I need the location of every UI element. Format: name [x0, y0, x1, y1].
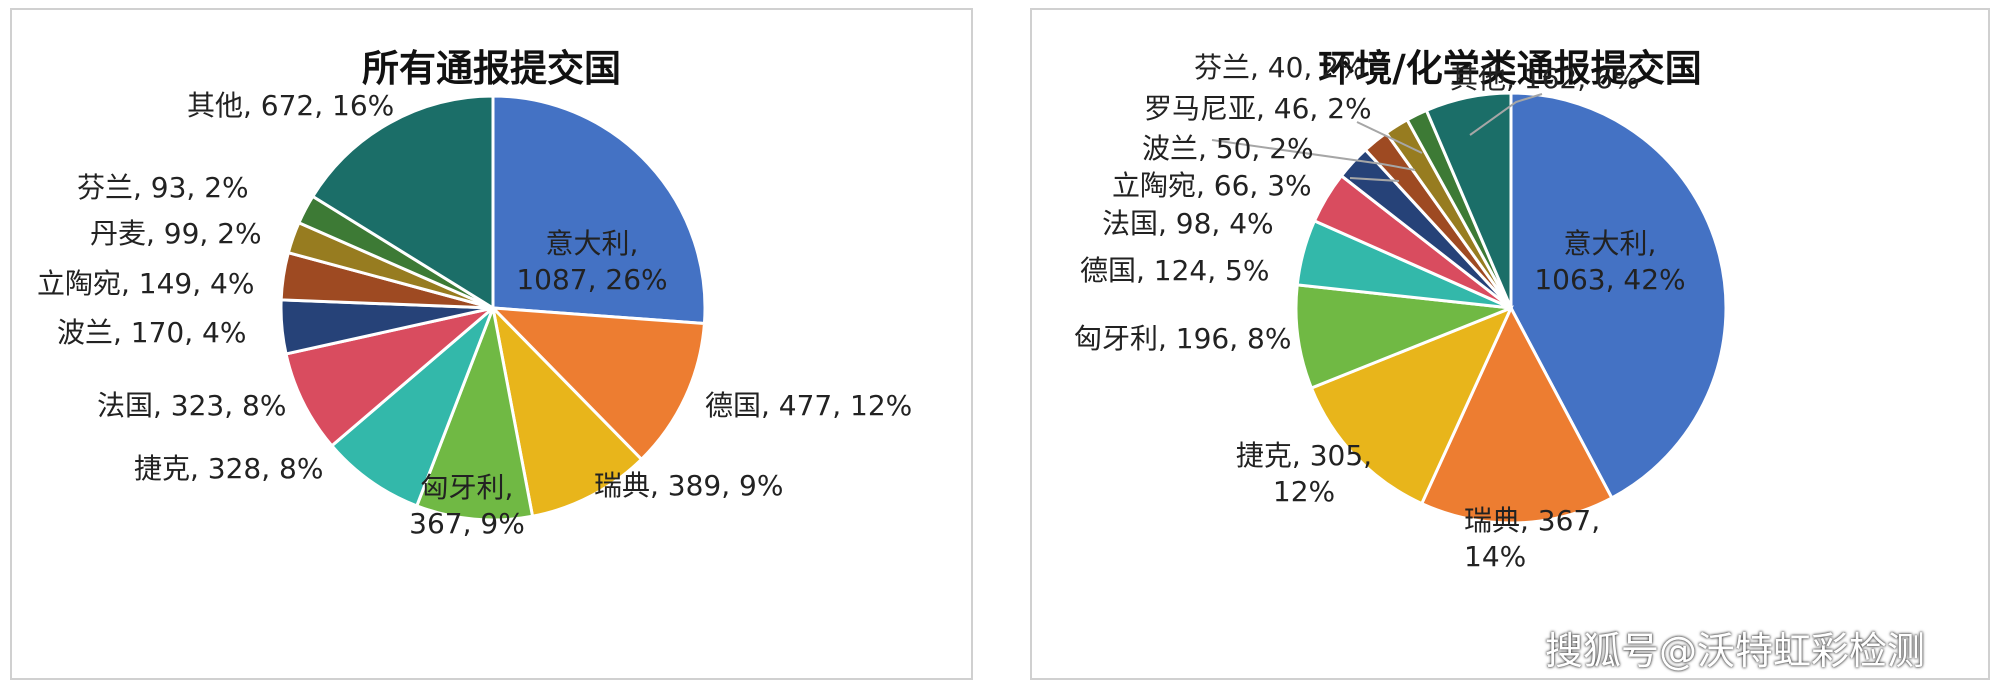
data-label-4: 捷克, 328, 8%	[134, 452, 323, 485]
leader-line-8	[1211, 139, 1416, 171]
pie-slice-0	[491, 94, 707, 326]
data-label-7: 立陶宛, 149, 4%	[37, 267, 254, 300]
data-label-10: 其他, 162, 6%	[1450, 62, 1639, 95]
data-label-9: 芬兰, 93, 2%	[77, 171, 249, 204]
pie-slice-1	[1419, 304, 1614, 525]
data-label-3: 匈牙利, 367, 9%	[409, 471, 525, 540]
data-label-6: 立陶宛, 66, 3%	[1112, 169, 1312, 202]
pie-chart-env-chemical: 意大利, 1063, 42% 瑞典, 367, 14% 捷克, 305, 12% 匈牙利, …	[1074, 51, 1728, 573]
data-label-0: 意大利, 1063, 42%	[1534, 227, 1685, 296]
pie-slice-0	[1509, 91, 1728, 500]
pie-slice-2	[490, 303, 644, 519]
chart-panel-all-countries: 所有通报提交国 意大利, 1087, 26% 德国, 477, 12% 瑞典, 389…	[10, 8, 973, 680]
data-label-8: 罗马尼亚, 46, 2%	[1144, 92, 1372, 125]
data-label-10: 其他, 672, 16%	[187, 89, 394, 122]
data-label-5: 法国, 98, 4%	[1102, 207, 1274, 240]
data-label-8: 丹麦, 99, 2%	[90, 217, 262, 250]
data-label-5: 法国, 323, 8%	[97, 389, 286, 422]
data-label-1: 德国, 477, 12%	[705, 389, 912, 422]
leader-line-7	[1349, 177, 1400, 182]
leader-line-10	[1469, 93, 1543, 136]
pie-chart-all-countries: 意大利, 1087, 26% 德国, 477, 12% 瑞典, 389, 9% 匈牙利,…	[37, 89, 912, 540]
pie-slice-10	[310, 94, 495, 311]
pie-slice-2	[1309, 305, 1514, 506]
data-label-9: 芬兰, 40, 2%	[1194, 51, 1366, 84]
pie-slice-10	[1424, 91, 1513, 309]
data-label-6: 波兰, 170, 4%	[57, 316, 246, 349]
pie-slice-3	[414, 302, 535, 522]
watermark-text: 搜狐号@沃特虹彩检测	[1545, 629, 1926, 673]
pie-slice-4	[329, 306, 495, 508]
data-label-7: 波兰, 50, 2%	[1142, 132, 1314, 165]
data-label-4: 德国, 124, 5%	[1080, 254, 1269, 287]
pie-slice-3	[1294, 283, 1512, 390]
data-label-3: 匈牙利, 196, 8%	[1074, 322, 1291, 355]
data-label-2: 瑞典, 389, 9%	[594, 469, 783, 502]
chart-title: 环境/化学类通报提交国	[1318, 47, 1702, 90]
data-label-1: 瑞典, 367, 14%	[1464, 504, 1600, 573]
data-label-0: 意大利, 1087, 26%	[516, 227, 667, 296]
chart-panel-env-chemical: 环境/化学类通报提交国 意大利, 1063, 42% 瑞典, 367, 14% 捷克, …	[1030, 8, 1990, 680]
pie-slice-5	[284, 306, 494, 448]
leader-line-9	[1356, 121, 1423, 154]
data-label-2: 捷克, 305, 12%	[1236, 439, 1372, 508]
chart-title: 所有通报提交国	[362, 47, 621, 90]
pie-slice-1	[489, 306, 707, 462]
